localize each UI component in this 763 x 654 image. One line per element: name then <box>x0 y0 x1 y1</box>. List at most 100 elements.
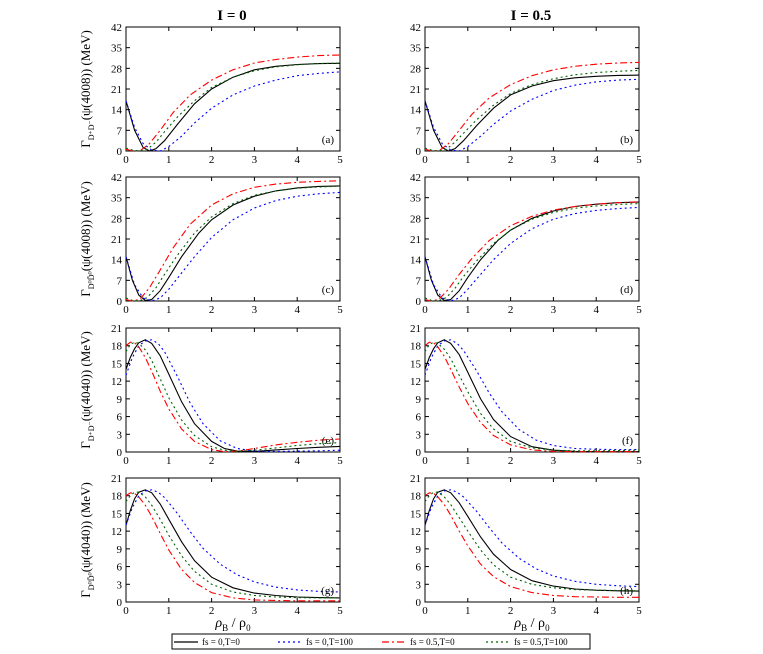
panel-frame <box>125 327 341 453</box>
y-tick-label: 12 <box>111 376 122 388</box>
series-line-4 <box>424 203 640 302</box>
x-tick-label: 1 <box>465 455 471 467</box>
y-tick-label: 0 <box>117 597 123 609</box>
x-axis-label: ρB / ρ0 <box>513 616 550 633</box>
col-title-left: I = 0 <box>217 8 246 24</box>
x-tick-label: 0 <box>123 605 129 617</box>
series-line-4 <box>424 69 640 152</box>
x-tick-label: 4 <box>593 304 599 316</box>
series-line-2 <box>125 71 341 152</box>
y-tick-label: 21 <box>111 84 122 96</box>
y-tick-label: 6 <box>416 562 422 574</box>
x-tick-label: 2 <box>209 605 215 617</box>
x-tick-label: 1 <box>166 154 172 166</box>
series-line-3 <box>424 492 639 598</box>
panel-label: (e) <box>322 435 335 447</box>
y-tick-label: 0 <box>416 146 422 158</box>
series-line-2 <box>125 339 341 452</box>
y-axis-label: ΓD⁰D̄⁰(ψ(4008)) (MeV) <box>78 181 96 297</box>
y-tick-label: 15 <box>111 358 123 370</box>
panel-frame <box>424 327 640 453</box>
x-tick-label: 0 <box>422 154 428 166</box>
y-tick-label: 18 <box>410 491 422 503</box>
series-line-1 <box>424 74 640 152</box>
y-tick-label: 21 <box>410 84 421 96</box>
series-line-2 <box>125 191 341 302</box>
panel-frame <box>424 477 640 603</box>
legend-label-3: fs = 0.5,T=0 <box>410 637 455 647</box>
x-tick-label: 4 <box>593 455 599 467</box>
x-tick-label: 2 <box>508 304 514 316</box>
panel-label: (d) <box>620 284 633 296</box>
series-line-3 <box>125 341 341 453</box>
x-tick-label: 0 <box>422 455 428 467</box>
y-tick-label: 6 <box>117 562 123 574</box>
y-tick-label: 3 <box>117 579 123 591</box>
x-tick-label: 0 <box>123 455 129 467</box>
y-tick-label: 12 <box>410 376 421 388</box>
x-tick-label: 4 <box>294 304 300 316</box>
y-tick-label: 21 <box>111 323 122 335</box>
legend-label-4: fs = 0.5,T=100 <box>514 637 568 647</box>
y-tick-label: 28 <box>111 63 123 75</box>
panel-c: 0 1 2 3 4 5 0 7 14 21 28 35 42 (c) <box>111 172 343 316</box>
y-tick-label: 7 <box>117 275 123 287</box>
y-tick-label: 35 <box>410 43 422 55</box>
x-tick-label: 5 <box>337 154 343 166</box>
series-line-3 <box>424 341 639 453</box>
y-tick-label: 28 <box>410 63 422 75</box>
x-tick-label: 5 <box>337 455 343 467</box>
x-tick-label: 0 <box>123 304 129 316</box>
y-tick-label: 35 <box>410 193 422 205</box>
series-line-4 <box>125 341 341 452</box>
series-line-1 <box>125 339 341 452</box>
x-tick-label: 4 <box>593 605 599 617</box>
x-tick-label: 0 <box>123 154 129 166</box>
series-line-2 <box>424 489 640 588</box>
x-tick-label: 2 <box>209 304 215 316</box>
x-axis-labels: ρB / ρ0 ρB / ρ0 <box>214 616 550 633</box>
x-tick-label: 1 <box>166 605 172 617</box>
x-tick-label: 1 <box>465 154 471 166</box>
y-tick-label: 14 <box>111 255 123 267</box>
x-tick-label: 2 <box>209 455 215 467</box>
y-tick-label: 42 <box>111 172 122 184</box>
y-tick-label: 21 <box>410 234 421 246</box>
x-tick-label: 2 <box>508 605 514 617</box>
x-tick-label: 1 <box>166 455 172 467</box>
y-tick-label: 14 <box>410 255 422 267</box>
series-line-4 <box>424 491 640 592</box>
panel-label: (f) <box>622 435 633 447</box>
y-tick-label: 42 <box>410 172 421 184</box>
x-tick-label: 5 <box>636 154 642 166</box>
x-axis-label: ρB / ρ0 <box>214 616 251 633</box>
series-line-4 <box>125 491 340 599</box>
y-tick-label: 9 <box>117 394 123 406</box>
x-tick-label: 5 <box>337 605 343 617</box>
y-tick-label: 0 <box>416 597 422 609</box>
y-tick-label: 6 <box>117 412 123 424</box>
x-tick-label: 5 <box>337 304 343 316</box>
y-tick-label: 7 <box>117 125 123 137</box>
x-tick-label: 3 <box>551 154 557 166</box>
x-tick-label: 3 <box>551 605 557 617</box>
panel-frame <box>125 477 341 603</box>
x-tick-label: 5 <box>636 455 642 467</box>
y-tick-label: 0 <box>117 447 123 459</box>
y-tick-label: 42 <box>111 22 122 34</box>
panel-label: (a) <box>322 134 335 146</box>
series-line-1 <box>125 489 341 599</box>
y-tick-label: 7 <box>416 275 422 287</box>
series-line-3 <box>424 201 640 302</box>
panel-label: (h) <box>620 585 633 597</box>
x-tick-label: 3 <box>252 605 258 617</box>
legend-label-2: fs = 0,T=100 <box>306 637 353 647</box>
x-tick-label: 1 <box>166 304 172 316</box>
x-tick-label: 4 <box>294 154 300 166</box>
x-tick-label: 2 <box>209 154 215 166</box>
